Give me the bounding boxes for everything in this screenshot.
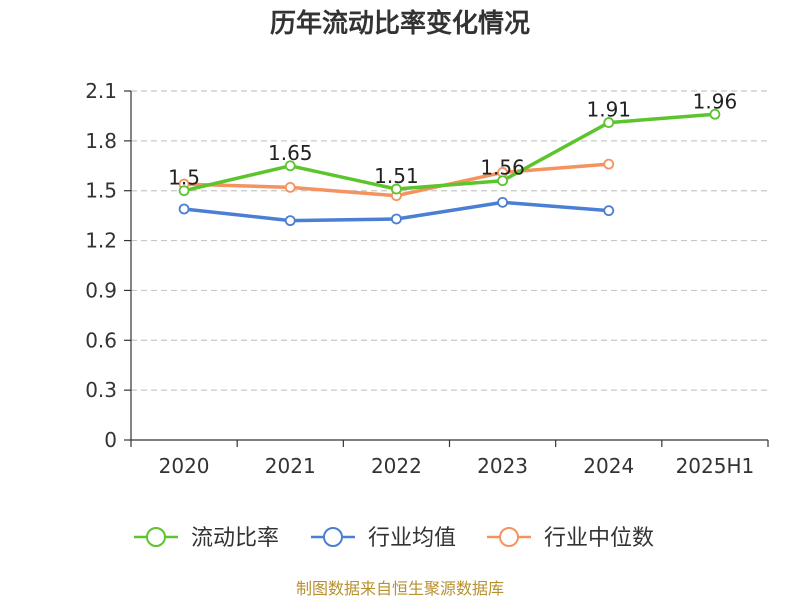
data-label: 1.96	[693, 89, 738, 113]
legend-marker	[323, 527, 343, 547]
x-tick-label: 2020	[159, 454, 210, 478]
legend-item[interactable]: 流动比率	[134, 526, 279, 551]
x-tick-label: 2021	[265, 454, 316, 478]
data-label: 1.56	[480, 156, 525, 180]
legend-item[interactable]: 行业均值	[311, 526, 456, 551]
data-point	[284, 160, 296, 172]
data-point	[497, 175, 508, 187]
y-tick-label: 0.3	[85, 378, 117, 402]
x-tick-label: 2022	[371, 454, 422, 478]
legend: 流动比率 行业均值 行业中位数	[134, 526, 654, 551]
y-tick-label: 1.8	[85, 129, 117, 153]
legend-label: 流动比率	[191, 526, 279, 551]
y-tick-label: 1.5	[85, 179, 117, 203]
chart-title: 历年流动比率变化情况	[270, 8, 530, 39]
data-labels: 1.5 1.65 1.51 1.56 1.91 1.96	[168, 89, 737, 189]
data-point	[391, 183, 402, 195]
data-point	[178, 185, 190, 197]
data-point	[284, 181, 296, 193]
x-tick-label: 2024	[583, 454, 634, 478]
grid-lines	[131, 90, 768, 391]
axes: 0 0.3 0.6 0.9 1.2 1.5 1.8 2.1 2020 2021 2022 2023 20…	[85, 79, 769, 478]
data-label: 1.65	[268, 141, 313, 165]
data-point	[497, 196, 508, 208]
data-label: 1.91	[586, 98, 631, 122]
legend-marker	[499, 527, 519, 547]
data-point	[603, 158, 615, 170]
data-point	[709, 108, 721, 120]
data-label: 1.5	[168, 166, 200, 190]
series-group	[178, 108, 721, 227]
data-point	[391, 213, 402, 225]
data-point	[178, 203, 190, 215]
data-point	[603, 117, 615, 128]
x-tick-label: 2025H1	[676, 454, 755, 478]
legend-item[interactable]: 行业中位数	[487, 526, 654, 551]
source-note: 制图数据来自恒生聚源数据库	[296, 579, 504, 598]
data-label: 1.51	[374, 164, 419, 188]
data-point	[603, 205, 615, 217]
y-tick-label: 0.9	[85, 278, 117, 302]
y-tick-label: 2.1	[85, 79, 117, 103]
y-tick-label: 1.2	[85, 229, 117, 253]
legend-label: 行业中位数	[544, 526, 654, 551]
y-tick-label: 0	[104, 428, 117, 452]
series-line	[183, 112, 716, 193]
data-point	[284, 215, 296, 227]
x-tick-label: 2023	[477, 454, 528, 478]
y-tick-label: 0.6	[85, 328, 117, 352]
legend-marker	[146, 527, 166, 547]
legend-label: 行业均值	[368, 526, 456, 551]
